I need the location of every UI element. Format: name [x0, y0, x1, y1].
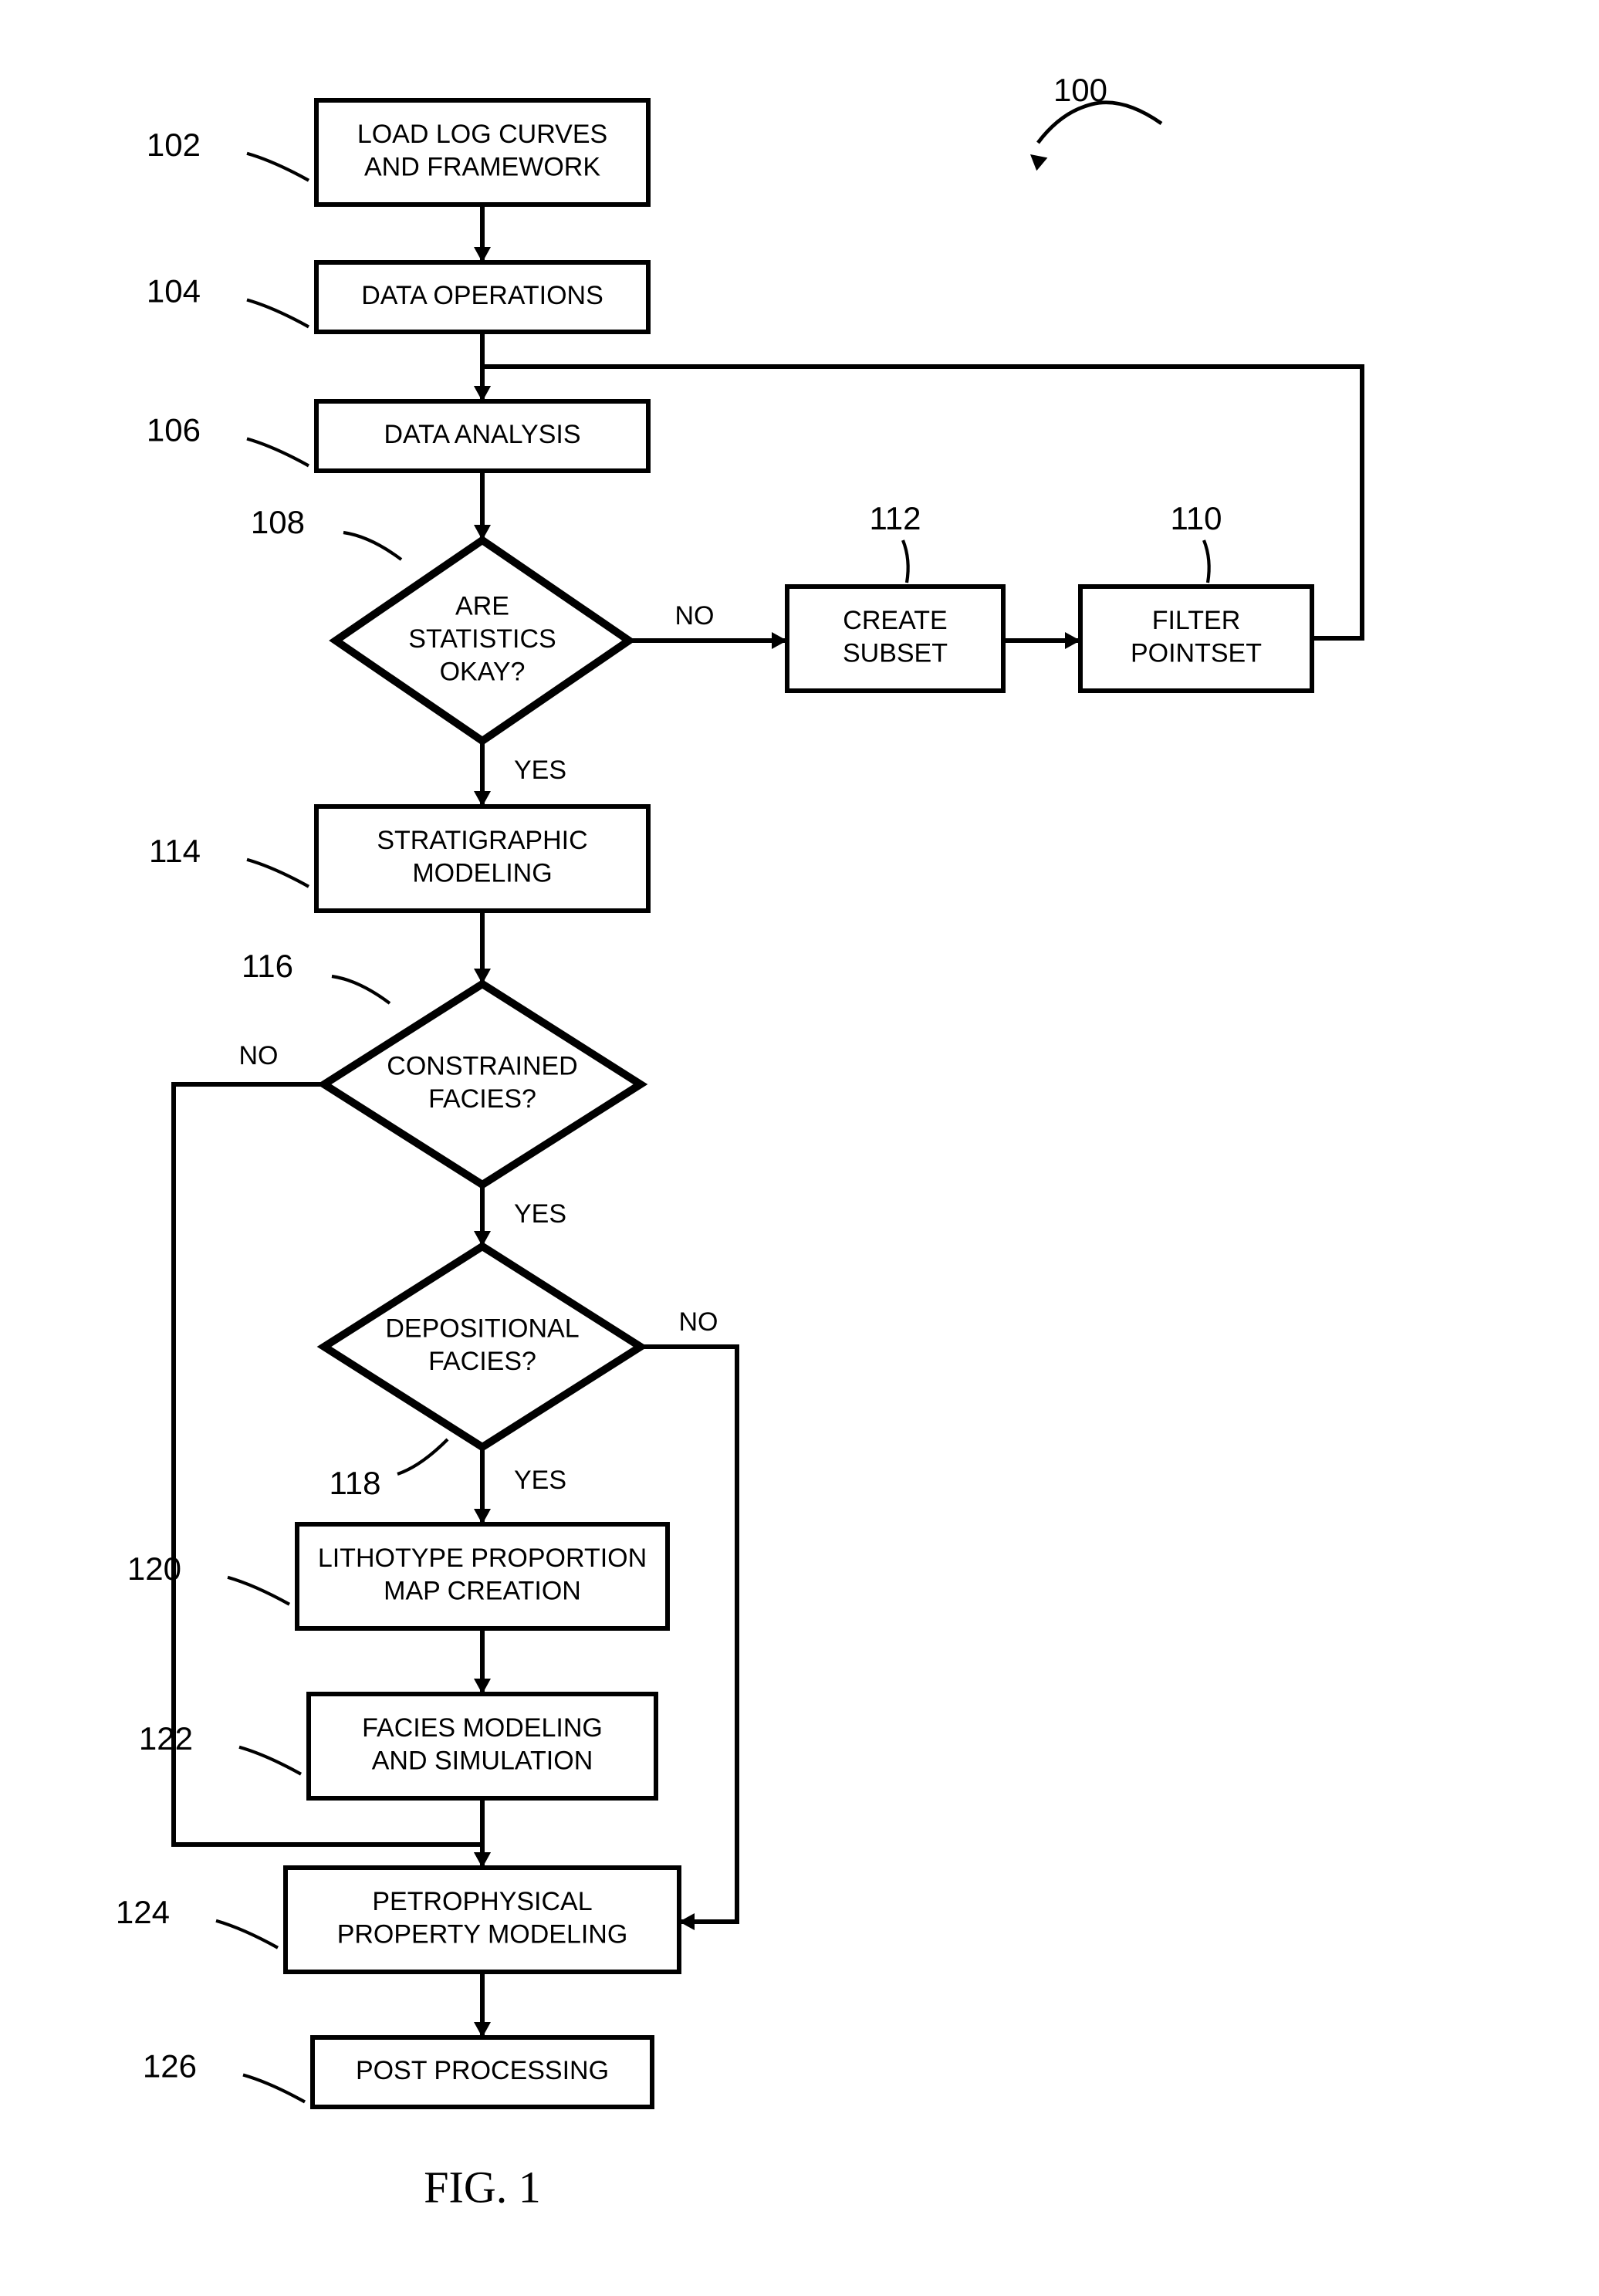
- node-text-n122-0: FACIES MODELING: [362, 1713, 603, 1743]
- node-text-n116-0: CONSTRAINED: [387, 1052, 577, 1081]
- ref-120: 120: [127, 1550, 181, 1587]
- ref-118: 118: [330, 1465, 381, 1501]
- edge-label-e12: YES: [514, 1466, 566, 1495]
- ref-122: 122: [139, 1720, 193, 1757]
- node-text-n124-0: PETROPHYSICAL: [372, 1887, 592, 1916]
- node-text-n114-0: STRATIGRAPHIC: [377, 826, 587, 855]
- node-text-n106-0: DATA ANALYSIS: [384, 420, 580, 449]
- node-text-n120-0: LITHOTYPE PROPORTION: [318, 1544, 647, 1573]
- ref-108: 108: [251, 504, 305, 540]
- ref-104: 104: [147, 273, 201, 309]
- ref-126: 126: [143, 2048, 197, 2085]
- node-text-n112-1: SUBSET: [843, 639, 948, 668]
- figure-caption: FIG. 1: [424, 2162, 540, 2212]
- node-text-n124-1: PROPERTY MODELING: [337, 1920, 628, 1949]
- node-text-n122-1: AND SIMULATION: [372, 1747, 593, 1776]
- node-text-n120-1: MAP CREATION: [384, 1577, 581, 1606]
- node-text-n116-1: FACIES?: [428, 1084, 536, 1114]
- edge-label-e4: NO: [675, 601, 715, 631]
- edge-label-e10: YES: [514, 1199, 566, 1229]
- node-text-n102-0: LOAD LOG CURVES: [357, 120, 607, 149]
- node-text-n108-0: ARE: [455, 591, 509, 620]
- node-text-n102-1: AND FRAMEWORK: [364, 153, 600, 182]
- node-text-n118-0: DEPOSITIONAL: [385, 1314, 579, 1344]
- flowchart-figure: NO YES NO YES NO YES LOAD LOG CURVES AND FRAMEW…: [0, 0, 1599, 2296]
- ref-124: 124: [116, 1894, 170, 1930]
- node-text-n108-2: OKAY?: [440, 657, 526, 686]
- node-text-n114-1: MODELING: [412, 859, 552, 888]
- node-text-n110-0: FILTER: [1152, 606, 1241, 635]
- node-text-n104-0: DATA OPERATIONS: [361, 281, 603, 310]
- ref-106: 106: [147, 412, 201, 448]
- ref-112: 112: [870, 500, 921, 536]
- node-text-n118-1: FACIES?: [428, 1347, 536, 1376]
- ref-102: 102: [147, 127, 201, 163]
- ref-116: 116: [242, 948, 293, 984]
- node-text-n112-0: CREATE: [843, 606, 947, 635]
- edge-label-e11: NO: [679, 1307, 718, 1337]
- edge-label-e9: NO: [239, 1041, 279, 1070]
- node-text-n110-1: POINTSET: [1131, 639, 1262, 668]
- edge-label-e7: YES: [514, 756, 566, 785]
- node-text-n126-0: POST PROCESSING: [356, 2056, 609, 2085]
- ref-114: 114: [149, 833, 201, 869]
- node-text-n108-1: STATISTICS: [408, 624, 556, 654]
- ref-110: 110: [1171, 500, 1222, 536]
